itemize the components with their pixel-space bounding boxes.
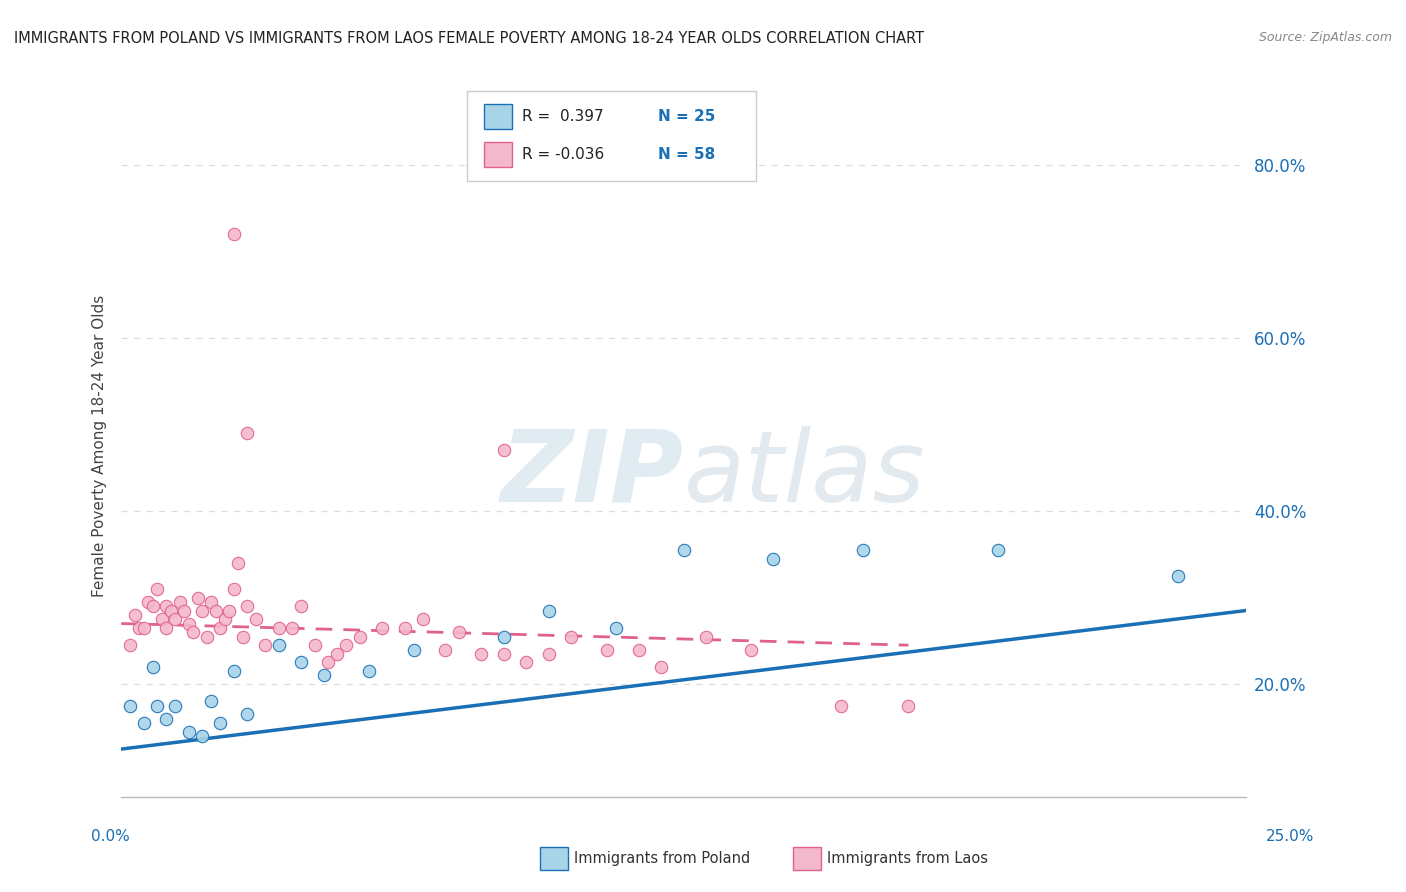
Text: ZIP: ZIP — [501, 425, 683, 523]
Point — [146, 582, 169, 596]
Point — [165, 612, 187, 626]
Point — [214, 612, 236, 626]
Point — [146, 698, 169, 713]
Point — [155, 621, 177, 635]
Point — [335, 638, 357, 652]
Point — [326, 647, 349, 661]
Point — [169, 595, 191, 609]
Point — [254, 638, 277, 652]
Point — [470, 647, 492, 661]
Point — [596, 642, 619, 657]
Point — [537, 603, 560, 617]
Text: 25.0%: 25.0% — [1267, 830, 1315, 844]
Point — [132, 621, 155, 635]
Point — [132, 716, 155, 731]
Point — [695, 630, 717, 644]
Point — [128, 621, 150, 635]
Point — [177, 724, 200, 739]
Point — [349, 630, 371, 644]
Point — [200, 595, 222, 609]
Point — [124, 607, 146, 622]
Text: Immigrants from Poland: Immigrants from Poland — [574, 851, 749, 865]
Point — [209, 716, 232, 731]
Point — [159, 603, 181, 617]
Point — [136, 595, 159, 609]
Point — [304, 638, 326, 652]
Point — [142, 599, 165, 614]
Point — [672, 542, 695, 557]
Point — [165, 698, 187, 713]
Point — [236, 425, 259, 440]
Point — [155, 712, 177, 726]
Point — [120, 638, 142, 652]
Point — [605, 621, 627, 635]
Point — [187, 591, 209, 605]
Text: Immigrants from Laos: Immigrants from Laos — [827, 851, 988, 865]
Point — [492, 647, 515, 661]
Point — [173, 603, 195, 617]
Point — [232, 630, 254, 644]
Text: R =  0.397: R = 0.397 — [522, 110, 603, 124]
Point — [515, 656, 537, 670]
Point — [394, 621, 416, 635]
Point — [627, 642, 650, 657]
Text: N = 25: N = 25 — [658, 110, 716, 124]
Point — [267, 638, 290, 652]
Point — [412, 612, 434, 626]
Point — [222, 582, 245, 596]
Text: R = -0.036: R = -0.036 — [522, 147, 603, 161]
Text: Source: ZipAtlas.com: Source: ZipAtlas.com — [1258, 31, 1392, 45]
Point — [150, 612, 173, 626]
Text: N = 58: N = 58 — [658, 147, 716, 161]
Point — [245, 612, 267, 626]
Point — [762, 551, 785, 566]
Point — [142, 660, 165, 674]
Point — [316, 656, 339, 670]
Point — [740, 642, 762, 657]
Point — [236, 599, 259, 614]
Point — [492, 630, 515, 644]
Point — [181, 625, 204, 640]
Point — [492, 443, 515, 458]
Point — [1167, 569, 1189, 583]
Point — [830, 698, 852, 713]
Point — [371, 621, 394, 635]
Point — [195, 630, 218, 644]
Point — [200, 694, 222, 708]
Text: IMMIGRANTS FROM POLAND VS IMMIGRANTS FROM LAOS FEMALE POVERTY AMONG 18-24 YEAR O: IMMIGRANTS FROM POLAND VS IMMIGRANTS FRO… — [14, 31, 924, 46]
Point — [897, 698, 920, 713]
Point — [177, 616, 200, 631]
Point — [204, 603, 226, 617]
Point — [560, 630, 582, 644]
Point — [281, 621, 304, 635]
Point — [447, 625, 470, 640]
Point — [120, 698, 142, 713]
Point — [267, 621, 290, 635]
Point — [226, 556, 249, 570]
Point — [290, 656, 312, 670]
Point — [209, 621, 232, 635]
Text: 0.0%: 0.0% — [91, 830, 131, 844]
Text: atlas: atlas — [683, 425, 925, 523]
Point — [236, 707, 259, 722]
Y-axis label: Female Poverty Among 18-24 Year Olds: Female Poverty Among 18-24 Year Olds — [93, 295, 107, 597]
Point — [191, 603, 214, 617]
Point — [222, 227, 245, 241]
Point — [222, 664, 245, 678]
Point — [191, 729, 214, 743]
Point — [537, 647, 560, 661]
Point — [312, 668, 335, 682]
Point — [434, 642, 457, 657]
Point — [218, 603, 240, 617]
Point — [402, 642, 425, 657]
Point — [155, 599, 177, 614]
Point — [357, 664, 380, 678]
Point — [852, 542, 875, 557]
Point — [650, 660, 672, 674]
Point — [987, 542, 1010, 557]
Point — [290, 599, 312, 614]
